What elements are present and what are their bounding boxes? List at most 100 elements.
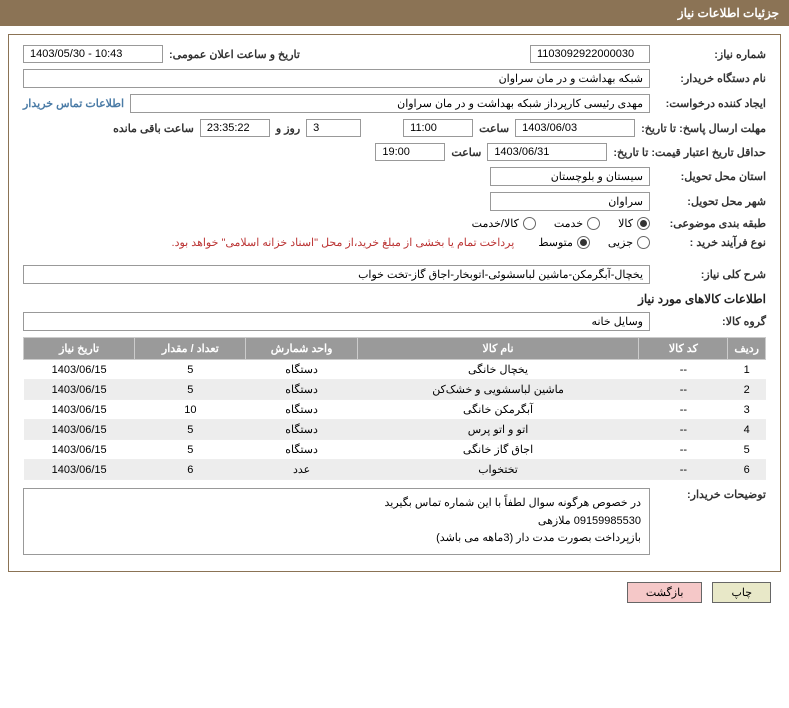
radio-goods-label: کالا	[618, 217, 633, 230]
table-cell: دستگاه	[246, 360, 357, 380]
table-cell: 1403/06/15	[24, 360, 135, 380]
radio-service[interactable]: خدمت	[554, 217, 600, 230]
radio-dot-icon	[637, 217, 650, 230]
radio-service-label: خدمت	[554, 217, 583, 230]
table-header: تعداد / مقدار	[135, 338, 246, 360]
table-cell: 1403/06/15	[24, 440, 135, 460]
table-cell: ماشین لباسشویی و خشک‌کن	[357, 380, 639, 400]
buyer-notes-box: در خصوص هرگونه سوال لطفاً با این شماره ت…	[23, 488, 650, 555]
buyer-notes-label: توضیحات خریدار:	[656, 488, 766, 501]
province-value: سیستان و بلوچستان	[490, 167, 650, 186]
table-cell: 10	[135, 400, 246, 420]
table-header: نام کالا	[357, 338, 639, 360]
table-cell: اجاق گاز خانگی	[357, 440, 639, 460]
details-panel: شماره نیاز: 1103092922000030 تاریخ و ساع…	[8, 34, 781, 572]
announce-label: تاریخ و ساعت اعلان عمومی:	[169, 48, 300, 61]
table-cell: 1403/06/15	[24, 380, 135, 400]
requester-value: مهدی رئیسی کارپرداز شبکه بهداشت و در مان…	[130, 94, 650, 113]
radio-both[interactable]: کالا/خدمت	[472, 217, 536, 230]
deadline-time: 11:00	[403, 119, 473, 137]
days-remaining: 3	[306, 119, 361, 137]
process-label: نوع فرآیند خرید :	[656, 236, 766, 249]
table-cell: عدد	[246, 460, 357, 480]
validity-label: حداقل تاریخ اعتبار قیمت: تا تاریخ:	[613, 146, 766, 159]
city-value: سراوان	[490, 192, 650, 211]
table-cell: 1	[728, 360, 766, 380]
table-cell: دستگاه	[246, 440, 357, 460]
contact-link[interactable]: اطلاعات تماس خریدار	[23, 97, 124, 110]
table-cell: تختخواب	[357, 460, 639, 480]
radio-dot-icon	[523, 217, 536, 230]
table-cell: --	[639, 440, 728, 460]
panel-header: جزئیات اطلاعات نیاز	[0, 0, 789, 26]
radio-medium[interactable]: متوسط	[538, 236, 590, 249]
table-cell: 5	[135, 360, 246, 380]
payment-note: پرداخت تمام یا بخشی از مبلغ خرید،از محل …	[172, 236, 515, 249]
table-cell: 5	[135, 380, 246, 400]
table-cell: 1403/06/15	[24, 460, 135, 480]
table-cell: 6	[135, 460, 246, 480]
category-radio-group: کالا خدمت کالا/خدمت	[472, 217, 650, 230]
buyer-org-value: شبکه بهداشت و در مان سراوان	[23, 69, 650, 88]
province-label: استان محل تحویل:	[656, 170, 766, 183]
radio-dot-icon	[577, 236, 590, 249]
buyer-notes-line2: 09159985530 ملازهی	[32, 513, 641, 531]
city-label: شهر محل تحویل:	[656, 195, 766, 208]
table-cell: 6	[728, 460, 766, 480]
table-cell: دستگاه	[246, 420, 357, 440]
table-row: 6--تختخوابعدد61403/06/15	[24, 460, 766, 480]
table-row: 5--اجاق گاز خانگیدستگاه51403/06/15	[24, 440, 766, 460]
validity-date: 1403/06/31	[487, 143, 607, 161]
time-label-1: ساعت	[479, 122, 509, 135]
buyer-notes-line3: بازپرداخت بصورت مدت دار (3ماهه می باشد)	[32, 530, 641, 548]
table-cell: دستگاه	[246, 400, 357, 420]
time-label-2: ساعت	[451, 146, 481, 159]
buyer-notes-line1: در خصوص هرگونه سوال لطفاً با این شماره ت…	[32, 495, 641, 513]
table-row: 2--ماشین لباسشویی و خشک‌کندستگاه51403/06…	[24, 380, 766, 400]
summary-value: یخچال-آبگرمکن-ماشین لباسشوئی-اتوبخار-اجا…	[23, 265, 650, 284]
announce-value: 1403/05/30 - 10:43	[23, 45, 163, 63]
table-cell: --	[639, 360, 728, 380]
table-cell: اتو و اتو پرس	[357, 420, 639, 440]
group-value: وسایل خانه	[23, 312, 650, 331]
radio-partial-label: جزیی	[608, 236, 633, 249]
table-header: تاریخ نیاز	[24, 338, 135, 360]
deadline-date: 1403/06/03	[515, 119, 635, 137]
category-label: طبقه بندی موضوعی:	[656, 217, 766, 230]
group-label: گروه کالا:	[656, 315, 766, 328]
items-section-title: اطلاعات کالاهای مورد نیاز	[23, 292, 766, 306]
table-cell: آبگرمکن خانگی	[357, 400, 639, 420]
table-cell: 5	[135, 420, 246, 440]
back-button[interactable]: بازگشت	[627, 582, 703, 603]
requester-label: ایجاد کننده درخواست:	[656, 97, 766, 110]
items-table: ردیفکد کالانام کالاواحد شمارشتعداد / مقد…	[23, 337, 766, 480]
table-cell: یخچال خانگی	[357, 360, 639, 380]
table-header: ردیف	[728, 338, 766, 360]
remaining-label: ساعت باقی مانده	[113, 122, 194, 135]
radio-dot-icon	[587, 217, 600, 230]
need-no-label: شماره نیاز:	[656, 48, 766, 61]
need-no-value: 1103092922000030	[530, 45, 650, 63]
table-cell: 1403/06/15	[24, 400, 135, 420]
table-cell: --	[639, 420, 728, 440]
radio-both-label: کالا/خدمت	[472, 217, 519, 230]
table-cell: 3	[728, 400, 766, 420]
table-cell: دستگاه	[246, 380, 357, 400]
deadline-label: مهلت ارسال پاسخ: تا تاریخ:	[641, 122, 766, 135]
table-cell: --	[639, 400, 728, 420]
countdown: 23:35:22	[200, 119, 270, 137]
table-row: 3--آبگرمکن خانگیدستگاه101403/06/15	[24, 400, 766, 420]
radio-goods[interactable]: کالا	[618, 217, 650, 230]
days-after-label: روز و	[276, 122, 300, 135]
table-cell: 1403/06/15	[24, 420, 135, 440]
table-cell: --	[639, 460, 728, 480]
print-button[interactable]: چاپ	[712, 582, 771, 603]
table-cell: 5	[135, 440, 246, 460]
table-cell: 4	[728, 420, 766, 440]
radio-partial[interactable]: جزیی	[608, 236, 650, 249]
table-cell: --	[639, 380, 728, 400]
summary-label: شرح کلی نیاز:	[656, 268, 766, 281]
table-row: 4--اتو و اتو پرسدستگاه51403/06/15	[24, 420, 766, 440]
buyer-org-label: نام دستگاه خریدار:	[656, 72, 766, 85]
table-cell: 2	[728, 380, 766, 400]
